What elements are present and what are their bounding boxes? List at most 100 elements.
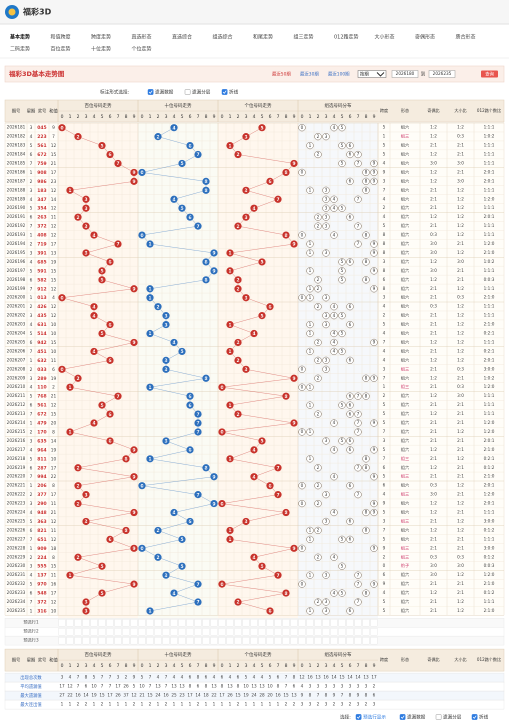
preselect-cell[interactable] (58, 637, 66, 645)
preselect-cell[interactable] (346, 619, 354, 627)
period-link[interactable]: 最近100期 (328, 71, 350, 78)
preselect-cell[interactable] (362, 637, 370, 645)
preselect-cell[interactable] (122, 628, 130, 636)
preselect-cell[interactable] (218, 619, 226, 627)
preselect-cell[interactable] (82, 637, 90, 645)
preselect-cell[interactable] (178, 637, 186, 645)
nav-link[interactable]: 和值跨度 (51, 34, 71, 41)
preselect-cell[interactable] (66, 637, 74, 645)
preselect-cell[interactable] (146, 628, 154, 636)
preselect-cell[interactable] (250, 628, 258, 636)
preselect-cell[interactable] (346, 628, 354, 636)
preselect-cell[interactable] (90, 619, 98, 627)
preselect-cell[interactable] (210, 637, 218, 645)
preselect-cell[interactable] (186, 628, 194, 636)
preselect-cell[interactable] (170, 637, 178, 645)
preselect-cell[interactable] (266, 628, 274, 636)
preselect-cell[interactable] (322, 628, 330, 636)
preselect-cell[interactable] (194, 637, 202, 645)
nav-link[interactable]: 二码走势 (10, 46, 30, 53)
footer-option[interactable]: 预选行显示 (363, 714, 386, 721)
preselect-cell[interactable] (258, 637, 266, 645)
preselect-cell[interactable] (226, 619, 234, 627)
preselect-cell[interactable] (138, 619, 146, 627)
preselect-cell[interactable] (354, 628, 362, 636)
preselect-cell[interactable] (290, 628, 298, 636)
preselect-cell[interactable] (90, 628, 98, 636)
preselect-cell[interactable] (266, 637, 274, 645)
preselect-cell[interactable] (154, 628, 162, 636)
preselect-cell[interactable] (170, 628, 178, 636)
preselect-cell[interactable] (178, 619, 186, 627)
nav-link[interactable]: 组三走势 (294, 34, 314, 41)
preselect-cell[interactable] (266, 619, 274, 627)
preselect-cell[interactable] (130, 619, 138, 627)
preselect-cell[interactable] (58, 628, 66, 636)
footer-checkbox[interactable] (355, 714, 362, 720)
preselect-cell[interactable] (322, 619, 330, 627)
preselect-cell[interactable] (234, 619, 242, 627)
preselect-cell[interactable] (122, 637, 130, 645)
preselect-cell[interactable] (66, 628, 74, 636)
footer-option[interactable]: 遗漏分层 (443, 714, 462, 721)
preselect-cell[interactable] (234, 637, 242, 645)
footer-checkbox[interactable] (399, 714, 406, 720)
option-checkbox[interactable] (147, 89, 154, 95)
nav-link[interactable]: 直选形态 (132, 34, 152, 41)
preselect-cell[interactable] (58, 619, 66, 627)
preselect-cell[interactable] (82, 628, 90, 636)
nav-link[interactable]: 组选综合 (213, 34, 233, 41)
preselect-cell[interactable] (82, 619, 90, 627)
preselect-cell[interactable] (322, 637, 330, 645)
preselect-cell[interactable] (338, 628, 346, 636)
preselect-cell[interactable] (194, 628, 202, 636)
preselect-cell[interactable] (98, 637, 106, 645)
preselect-cell[interactable] (282, 637, 290, 645)
preselect-cell[interactable] (138, 637, 146, 645)
preselect-cell[interactable] (74, 628, 82, 636)
preselect-cell[interactable] (226, 628, 234, 636)
nav-link[interactable]: 012路走势 (334, 34, 359, 41)
preselect-cell[interactable] (178, 628, 186, 636)
preselect-cell[interactable] (274, 628, 282, 636)
period-link[interactable]: 最近30期 (300, 71, 319, 78)
nav-link[interactable]: 大小形态 (375, 34, 395, 41)
preselect-cell[interactable] (290, 619, 298, 627)
preselect-cell[interactable] (338, 637, 346, 645)
preselect-cell[interactable] (186, 619, 194, 627)
preselect-cell[interactable] (218, 637, 226, 645)
preselect-cell[interactable] (338, 619, 346, 627)
preselect-cell[interactable] (154, 619, 162, 627)
preselect-cell[interactable] (218, 628, 226, 636)
preselect-cell[interactable] (202, 619, 210, 627)
preselect-cell[interactable] (298, 637, 306, 645)
nav-link[interactable]: 和尾走势 (253, 34, 273, 41)
nav-link[interactable]: 奇偶形态 (415, 34, 435, 41)
preselect-cell[interactable] (290, 637, 298, 645)
preselect-cell[interactable] (138, 628, 146, 636)
preselect-cell[interactable] (242, 628, 250, 636)
preselect-cell[interactable] (162, 619, 170, 627)
preselect-cell[interactable] (250, 637, 258, 645)
option-label[interactable]: 遗漏数据 (155, 89, 174, 96)
preselect-cell[interactable] (274, 637, 282, 645)
preselect-cell[interactable] (98, 628, 106, 636)
nav-link[interactable]: 质合形态 (456, 34, 476, 41)
preselect-cell[interactable] (354, 637, 362, 645)
preselect-cell[interactable] (298, 619, 306, 627)
preselect-cell[interactable] (146, 637, 154, 645)
preselect-cell[interactable] (258, 628, 266, 636)
preselect-cell[interactable] (210, 619, 218, 627)
preselect-cell[interactable] (314, 637, 322, 645)
period-select[interactable] (357, 70, 387, 78)
preselect-cell[interactable] (362, 628, 370, 636)
footer-checkbox[interactable] (471, 714, 478, 720)
preselect-cell[interactable] (314, 628, 322, 636)
preselect-cell[interactable] (258, 619, 266, 627)
preselect-cell[interactable] (130, 628, 138, 636)
preselect-cell[interactable] (362, 619, 370, 627)
preselect-cell[interactable] (98, 619, 106, 627)
preselect-cell[interactable] (250, 619, 258, 627)
query-button[interactable] (481, 70, 498, 78)
preselect-cell[interactable] (298, 628, 306, 636)
